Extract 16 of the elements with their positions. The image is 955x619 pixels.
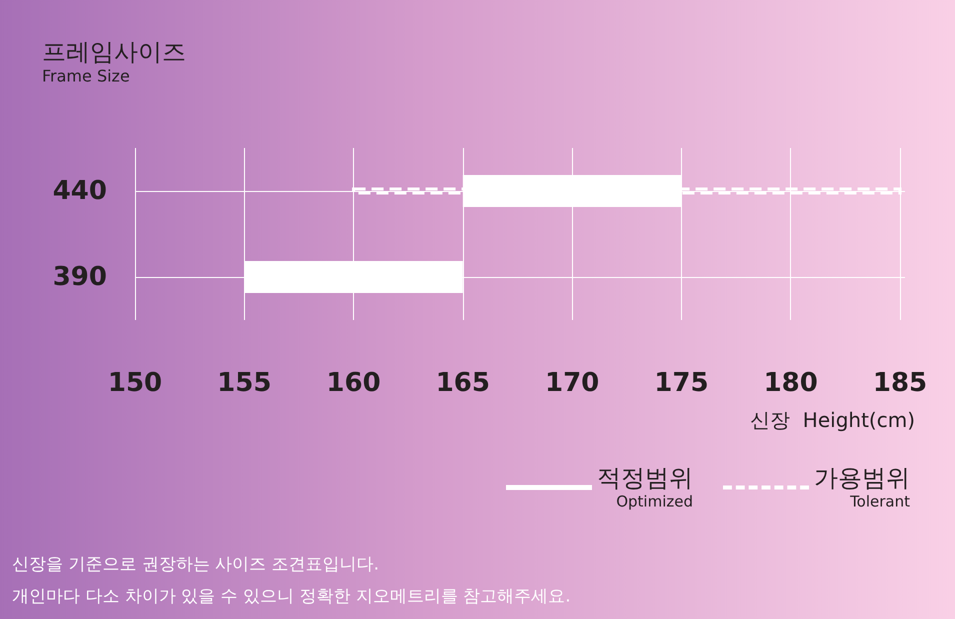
x-tick-label: 175 (654, 368, 709, 398)
y-tick-label: 390 (52, 262, 107, 292)
x-tick-label: 180 (764, 368, 818, 398)
legend-label: 가용범위 Tolerant (814, 464, 910, 510)
legend-label: 적정범위 Optimized (597, 464, 693, 510)
x-axis-title: 신장 Height(cm) (750, 408, 916, 432)
x-tick-label: 170 (545, 368, 600, 398)
x-tick-label: 160 (326, 368, 381, 398)
text: 개인마다 다소 차이가 있을 수 있으니 정확한 지오메트리를 참고해주세요. (12, 586, 571, 606)
x-tick-label: 165 (436, 368, 490, 398)
text: 신장을 기준으로 권장하는 사이즈 조견표입니다. (12, 554, 380, 574)
y-tick-label: 440 (52, 176, 107, 206)
x-tick-label: 155 (217, 368, 272, 398)
x-tick-label: 150 (108, 368, 162, 398)
x-tick-label: 185 (872, 368, 928, 398)
y-axis-title: 프레임사이즈 Frame Size (42, 38, 186, 86)
